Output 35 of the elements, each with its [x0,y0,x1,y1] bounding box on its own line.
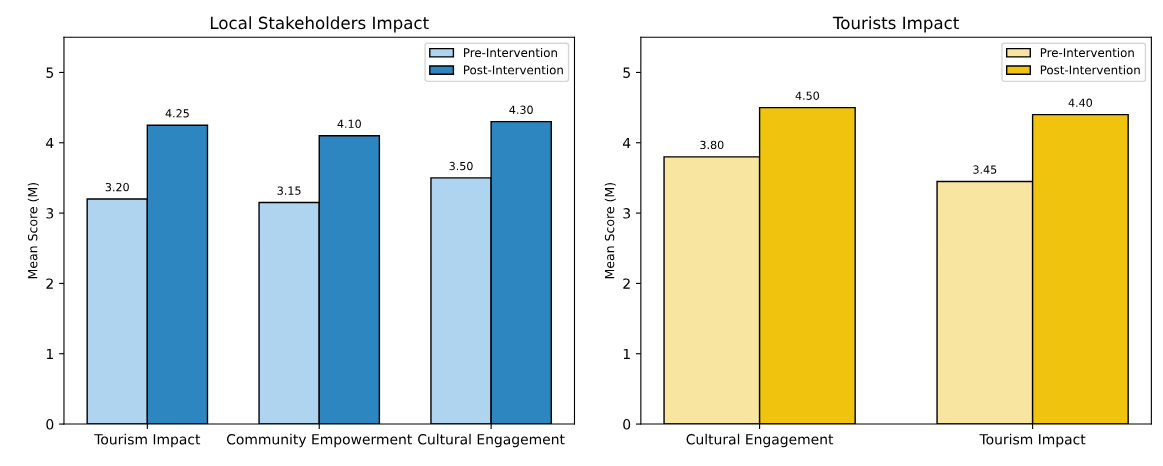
data-label: 4.30 [509,105,533,114]
y-axis-title: Mean Score (M) [604,182,616,279]
data-label: 3.20 [105,182,129,192]
x-tick-label: Tourism Impact [979,433,1086,448]
data-label: 3.15 [277,186,301,195]
y-tick-label: 5 [46,67,54,78]
y-tick-label: 1 [46,348,53,360]
data-label: 3.80 [700,140,724,150]
x-tick-label: Tourism Impact [94,433,201,448]
x-tick-label: Cultural Engagement [686,433,834,448]
y-tick-label: 1 [623,348,630,360]
y-tick-label: 5 [623,67,630,78]
y-tick-label: 3 [46,208,54,219]
y-tick-label: 0 [623,419,631,430]
y-axis-title: Mean Score (M) [27,182,39,279]
y-tick-label: 3 [623,208,631,219]
x-tick-label: Community Empowerment [226,433,412,448]
legend-label: Post-Intervention [464,65,563,75]
chart-title: Tourists Impact [832,16,959,33]
x-tick-label: Cultural Engagement [418,433,565,448]
y-tick-label: 4 [622,137,631,149]
y-tick-label: 0 [46,419,54,430]
chart-title: Local Stakeholders Impact [210,16,429,33]
legend-label: Post-Intervention [1040,65,1140,75]
legend-label: Pre-Intervention [464,47,557,58]
y-tick-label: 4 [46,137,54,149]
y-tick-label: 2 [623,278,630,289]
data-label: 3.45 [973,165,997,174]
data-label: 4.10 [337,119,361,129]
y-tick-label: 2 [46,278,53,289]
data-label: 4.50 [795,91,820,100]
data-label: 4.25 [165,109,189,118]
legend-label: Pre-Intervention [1040,47,1134,58]
data-label: 3.50 [449,161,473,171]
data-label: 4.40 [1068,98,1093,107]
